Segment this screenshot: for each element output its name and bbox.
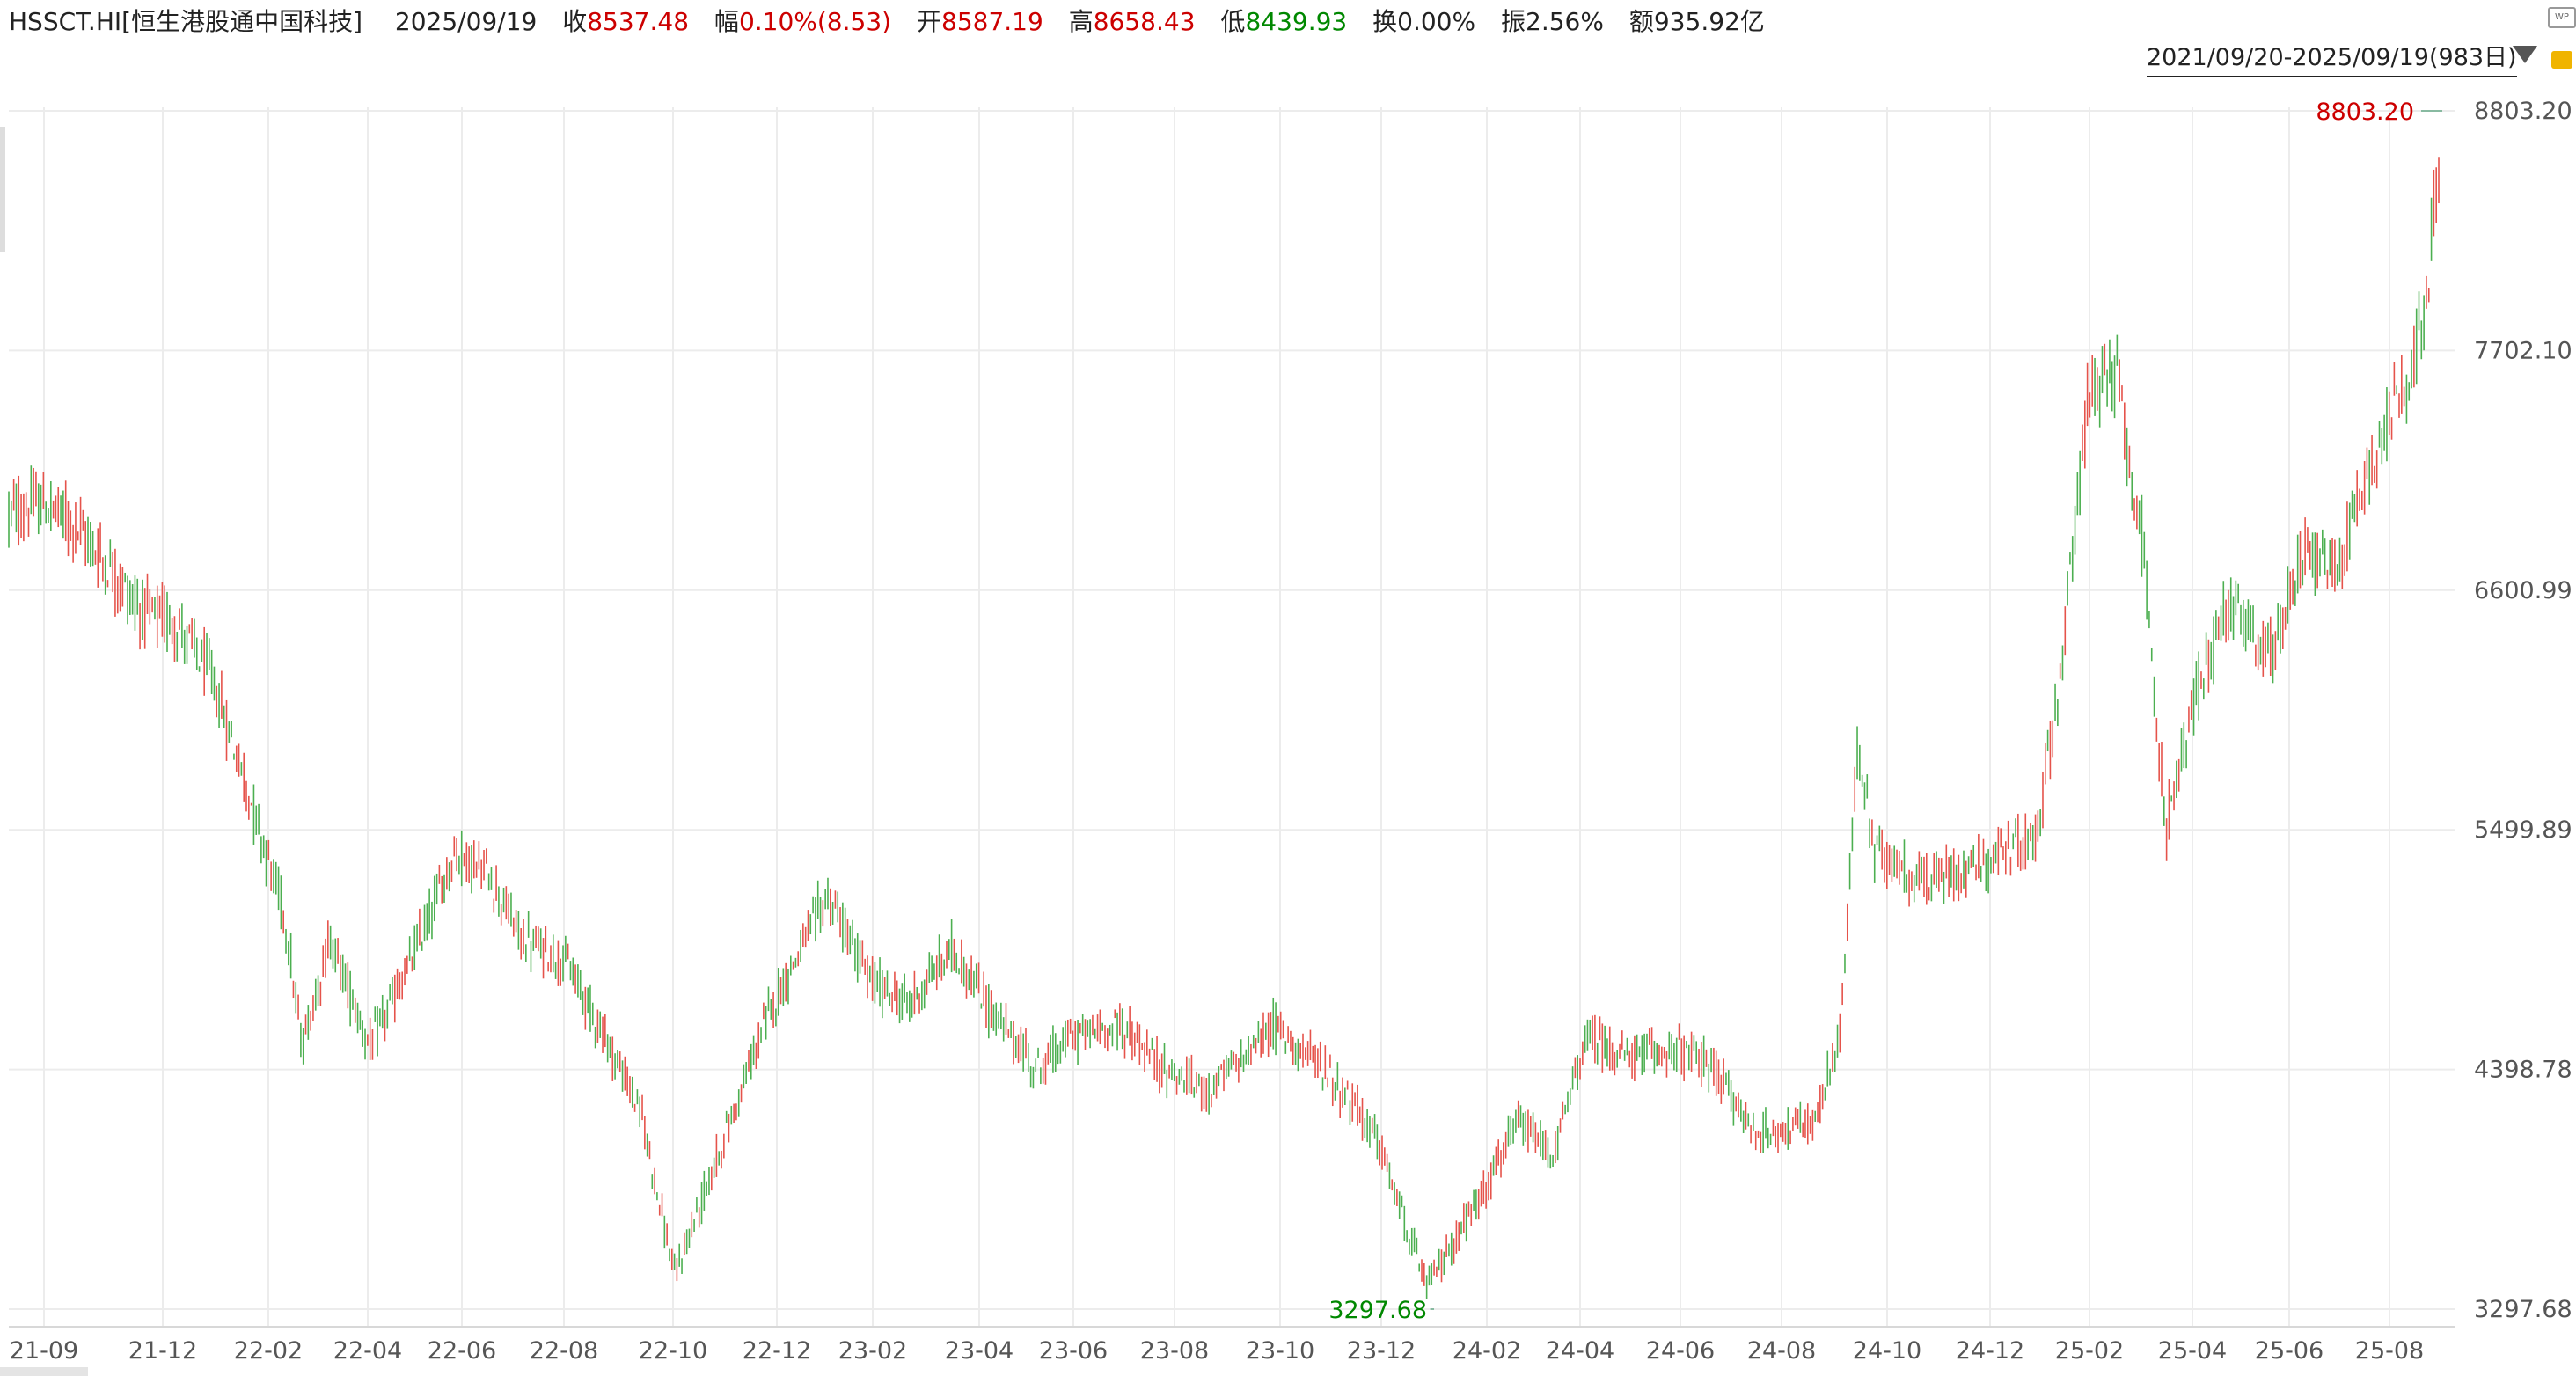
x-tick-label: 25-04 — [2158, 1337, 2227, 1365]
x-tick-label: 25-02 — [2055, 1337, 2124, 1365]
x-tick-label: 25-06 — [2255, 1337, 2324, 1365]
change-value: 0.10%(8.53) — [738, 7, 892, 36]
y-tick-label: 7702.10 — [2474, 337, 2572, 364]
x-tick-label: 24-12 — [1956, 1337, 2024, 1365]
y-tick-label: 3297.68 — [2474, 1296, 2572, 1323]
lock-icon[interactable] — [2551, 51, 2572, 69]
x-tick-label: 23-08 — [1140, 1337, 1209, 1365]
x-tick-label: 21-09 — [10, 1337, 78, 1365]
high-label: 高 — [1068, 7, 1094, 36]
x-tick-label: 22-04 — [333, 1337, 402, 1365]
max-value-label: 8803.20 — [2316, 99, 2414, 126]
open-value: 8587.19 — [941, 7, 1043, 36]
date-range-selector[interactable]: 2021/09/20-2025/09/19(983日) — [2147, 40, 2517, 77]
x-tick-label: 24-06 — [1646, 1337, 1715, 1365]
x-tick-label: 22-10 — [639, 1337, 707, 1365]
x-tick-label: 22-06 — [428, 1337, 496, 1365]
horizontal-scrollbar[interactable] — [0, 1367, 88, 1376]
y-tick-label: 5499.89 — [2474, 816, 2572, 844]
x-tick-label: 24-08 — [1747, 1337, 1816, 1365]
close-label: 收 — [562, 7, 588, 36]
x-tick-label: 24-02 — [1453, 1337, 1521, 1365]
turnover-value: 0.00% — [1397, 7, 1476, 36]
amount-value: 935.92亿 — [1653, 7, 1765, 36]
date-label: 2025/09/19 — [394, 7, 538, 36]
quote-header: HSSCT.HI[恒生港股通中国科技] 2025/09/19 收8537.48 … — [0, 0, 1765, 44]
x-tick-label: 21-12 — [128, 1337, 197, 1365]
x-tick-label: 22-02 — [234, 1337, 303, 1365]
low-value: 8439.93 — [1245, 7, 1348, 36]
high-value: 8658.43 — [1093, 7, 1196, 36]
x-tick-label: 22-12 — [743, 1337, 811, 1365]
y-tick-label: 6600.99 — [2474, 577, 2572, 604]
triangle-down-icon[interactable] — [2513, 46, 2537, 63]
x-tick-label: 22-08 — [530, 1337, 598, 1365]
x-tick-label: 24-10 — [1853, 1337, 1921, 1365]
symbol-label: HSSCT.HI[恒生港股通中国科技] — [9, 7, 362, 36]
y-tick-label: 8803.20 — [2474, 98, 2572, 125]
y-tick-label: 4398.78 — [2474, 1057, 2572, 1084]
x-tick-label: 23-12 — [1347, 1337, 1416, 1365]
wp-icon[interactable]: WP — [2548, 7, 2576, 28]
amount-label: 额 — [1628, 7, 1654, 36]
turnover-label: 换 — [1372, 7, 1398, 36]
close-value: 8537.48 — [587, 7, 690, 36]
change-label: 幅 — [714, 7, 739, 36]
amplitude-value: 2.56% — [1526, 7, 1604, 36]
scroll-handle[interactable] — [0, 127, 5, 252]
x-tick-label: 23-04 — [945, 1337, 1014, 1365]
amplitude-label: 振 — [1501, 7, 1526, 36]
x-tick-label: 25-08 — [2355, 1337, 2424, 1365]
min-value-label: 3297.68 — [1328, 1297, 1427, 1324]
x-tick-label: 24-04 — [1546, 1337, 1614, 1365]
x-tick-label: 23-10 — [1246, 1337, 1314, 1365]
x-tick-label: 23-02 — [838, 1337, 907, 1365]
open-label: 开 — [916, 7, 941, 36]
x-tick-label: 23-06 — [1039, 1337, 1108, 1365]
low-label: 低 — [1220, 7, 1246, 36]
